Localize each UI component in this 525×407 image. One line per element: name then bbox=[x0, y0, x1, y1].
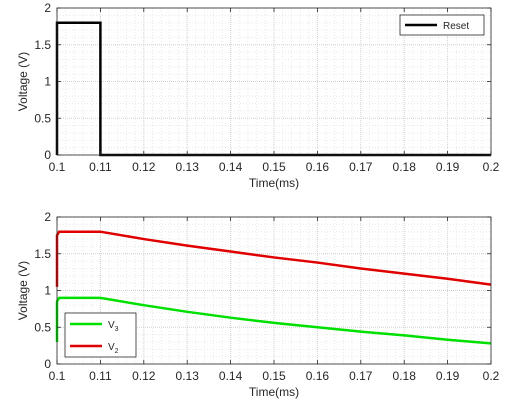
x-tick-label: 0.15 bbox=[262, 160, 286, 174]
x-tick-label: 0.17 bbox=[349, 369, 373, 383]
x-tick-label: 0.1 bbox=[49, 160, 66, 174]
x-tick-label: 0.2 bbox=[483, 369, 500, 383]
legend-label: Reset bbox=[443, 21, 469, 32]
x-tick-label: 0.12 bbox=[132, 369, 156, 383]
x-tick-label: 0.1 bbox=[49, 369, 66, 383]
x-axis-label: Time(ms) bbox=[249, 176, 299, 190]
x-tick-label: 0.17 bbox=[349, 160, 373, 174]
legend-box bbox=[64, 312, 137, 358]
y-tick-label: 1 bbox=[44, 75, 51, 89]
subplot-1: 0.1 0.11 0.12 0.13 0.14 0.15 0.16 0.17 0.18 0.19 0… bbox=[16, 1, 500, 190]
y-tick-label: 2 bbox=[44, 210, 51, 224]
y-tick-label: 0.5 bbox=[34, 111, 51, 125]
x-tick-label: 0.19 bbox=[436, 369, 460, 383]
x-tick-label: 0.18 bbox=[393, 369, 417, 383]
y-tick-label: 1 bbox=[44, 284, 51, 298]
y-tick-label: 1.5 bbox=[34, 38, 51, 52]
x-tick-label: 0.2 bbox=[483, 160, 500, 174]
x-tick-label: 0.15 bbox=[262, 369, 286, 383]
y-axis-label: Voltage (V) bbox=[16, 261, 30, 320]
subplot-2: 0.1 0.11 0.12 0.13 0.14 0.15 0.16 0.17 0.18 0.19 0… bbox=[16, 210, 500, 399]
legend-label: V2 bbox=[108, 342, 119, 355]
y-tick-label: 1.5 bbox=[34, 247, 51, 261]
legend-label-subscript: 2 bbox=[115, 348, 119, 355]
x-tick-label: 0.14 bbox=[219, 369, 243, 383]
series-line-v3 bbox=[55, 296, 492, 345]
legend: V3 V2 bbox=[64, 312, 137, 358]
x-tick-label: 0.12 bbox=[132, 160, 156, 174]
legend: Reset bbox=[399, 14, 485, 36]
x-tick-label: 0.11 bbox=[89, 160, 112, 174]
y-axis-label: Voltage (V) bbox=[16, 52, 30, 111]
y-tick-label: 0.5 bbox=[34, 320, 51, 334]
x-tick-label: 0.18 bbox=[393, 160, 417, 174]
legend-label-subscript: 3 bbox=[115, 326, 119, 333]
y-tick-label: 0 bbox=[44, 148, 51, 162]
x-tick-label: 0.13 bbox=[176, 160, 200, 174]
y-tick-label: 2 bbox=[44, 1, 51, 15]
legend-box bbox=[399, 14, 485, 36]
x-tick-label: 0.13 bbox=[176, 369, 200, 383]
x-tick-label: 0.11 bbox=[89, 369, 112, 383]
x-tick-label: 0.16 bbox=[306, 369, 330, 383]
series-line-v2 bbox=[55, 230, 492, 287]
x-axis-label: Time(ms) bbox=[249, 385, 299, 399]
x-tick-label: 0.19 bbox=[436, 160, 460, 174]
y-tick-label: 0 bbox=[44, 357, 51, 371]
x-tick-label: 0.16 bbox=[306, 160, 330, 174]
x-tick-label: 0.14 bbox=[219, 160, 243, 174]
legend-label: V3 bbox=[108, 320, 119, 333]
